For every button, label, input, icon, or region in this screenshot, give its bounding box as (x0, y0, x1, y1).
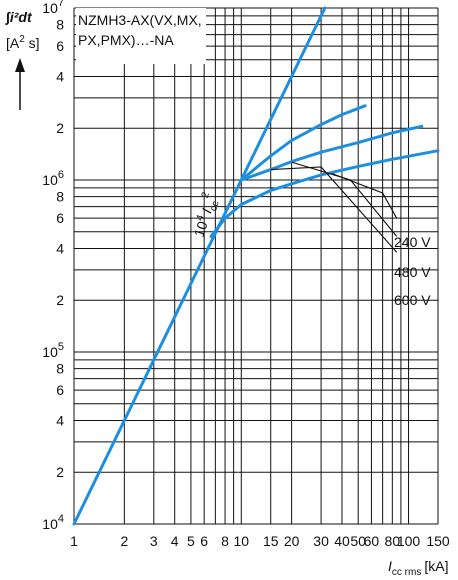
y-tick-label: 8 (56, 361, 64, 377)
leader-480v (291, 161, 398, 237)
x-tick-label: 1 (70, 533, 78, 549)
y-tick-label: 6 (56, 38, 64, 54)
series-line-240v (209, 149, 440, 238)
y-tick-label: 8 (56, 17, 64, 33)
series-lines (72, 6, 440, 526)
x-tick-label: 10 (233, 533, 249, 549)
x-tick-label: 15 (263, 533, 279, 549)
x-tick-label: 2 (120, 533, 128, 549)
x-tick-label: 50 (350, 533, 366, 549)
leader-lines (270, 161, 398, 253)
x-tick-label: 150 (426, 533, 450, 549)
leader-600v (270, 166, 398, 253)
x-tick-label: 8 (221, 533, 229, 549)
x-tick-label: 80 (385, 533, 401, 549)
diagonal-line-label: 104 Icc2 (188, 190, 224, 240)
y-tick-label: 6 (56, 210, 64, 226)
y-tick-label: 2 (56, 292, 64, 308)
label-240v: 240 V (394, 234, 431, 250)
x-tick-label: 40 (334, 533, 350, 549)
x-tick-label: 3 (150, 533, 158, 549)
x-tick-label: 4 (171, 533, 179, 549)
label-600v: 600 V (394, 292, 431, 308)
chart-title-line-1: NZMH3-AX(VX,MX, (78, 12, 202, 28)
series-line-600v (239, 104, 367, 182)
y-tick-label: 107 (42, 0, 64, 16)
y-tick-label: 4 (56, 412, 64, 428)
y-axis-arrow (15, 58, 25, 110)
y-tick-label: 106 (42, 169, 64, 188)
chart-title-line-2: PX,PMX)…-NA (78, 32, 174, 48)
y-tick-label: 4 (56, 240, 64, 256)
x-tick-label: 6 (200, 533, 208, 549)
y-tick-label: 8 (56, 189, 64, 205)
y-tick-label: 104 (42, 513, 64, 532)
series-line-diagonal (72, 6, 327, 526)
x-tick-label: 20 (284, 533, 300, 549)
x-tick-label: 30 (313, 533, 329, 549)
y-axis-integral-label: ∫i²dt (5, 9, 33, 25)
y-tick-label: 105 (42, 341, 64, 360)
y-tick-label: 2 (56, 464, 64, 480)
y-axis-unit-label: [A2 s] (6, 34, 40, 51)
x-tick-label: 5 (187, 533, 195, 549)
x-tick-label: 60 (364, 533, 380, 549)
y-tick-label: 4 (56, 68, 64, 84)
x-tick-label: 100 (397, 533, 421, 549)
y-tick-label: 2 (56, 120, 64, 136)
label-480v: 480 V (394, 264, 431, 280)
x-axis-label: Icc rms [kA] (388, 558, 448, 578)
y-tick-label: 6 (56, 382, 64, 398)
grid (73, 7, 439, 525)
